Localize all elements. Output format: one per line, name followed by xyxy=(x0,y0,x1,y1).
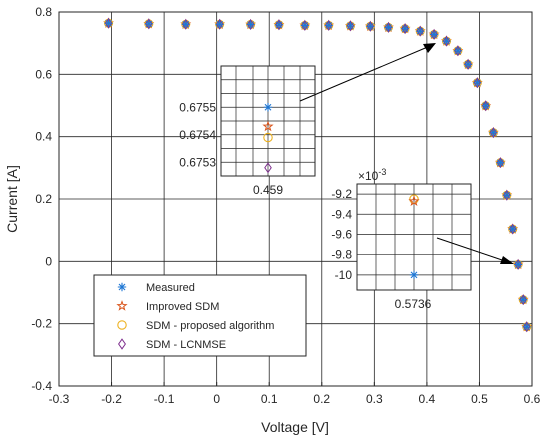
point-asterisk xyxy=(496,158,505,167)
x-tick-label: -0.3 xyxy=(49,392,70,406)
point-asterisk xyxy=(430,30,439,39)
inset-1-markers xyxy=(262,103,274,174)
inset-1-grid xyxy=(221,66,315,176)
point-asterisk xyxy=(502,191,511,200)
y-tick-labels: -0.4 -0.2 0 0.2 0.4 0.6 0.8 xyxy=(31,5,52,393)
inset-2-tick-labels: -9.2 -9.4 -9.6 -9.8 -10 xyxy=(331,187,352,282)
point-asterisk xyxy=(324,21,333,30)
x-tick-label: 0.5 xyxy=(471,392,488,406)
point-asterisk xyxy=(246,20,255,29)
legend-box xyxy=(93,274,307,357)
inset-2-y-tick: -10 xyxy=(335,268,353,282)
y-tick-label: -0.4 xyxy=(31,379,52,393)
annotation-arrow-2 xyxy=(436,237,514,264)
x-tick-label: 0.2 xyxy=(313,392,330,406)
arrow-1-line xyxy=(299,45,431,102)
legend-items: Measured Improved SDM SDM - proposed algor… xyxy=(116,282,274,351)
x-tick-label: 0.3 xyxy=(366,392,383,406)
point-asterisk xyxy=(181,20,190,29)
point-asterisk xyxy=(215,20,224,29)
arrow-2-line xyxy=(436,237,509,263)
inset-1-x-label: 0.459 xyxy=(253,183,283,197)
arrow-2-head xyxy=(500,256,514,264)
arrow-1-head xyxy=(423,43,436,53)
inset-2-x-label: 0.5736 xyxy=(395,297,432,311)
inset-2-exponent: ×10-3 xyxy=(358,167,386,183)
point-asterisk xyxy=(144,19,153,28)
legend-marker-asterisk xyxy=(117,282,127,292)
point-asterisk xyxy=(481,101,490,110)
annotation-arrow-1 xyxy=(299,43,436,102)
y-tick-label: 0.8 xyxy=(35,5,52,19)
y-tick-label: -0.2 xyxy=(31,317,52,331)
legend-label: SDM - proposed algorithm xyxy=(146,320,274,332)
plot-area-border xyxy=(58,11,533,387)
legend-label: Measured xyxy=(146,282,195,294)
inset-2-measured xyxy=(409,270,419,280)
zoom-inset-2: -9.2 -9.4 -9.6 -9.8 -10 ×10-3 0.5736 xyxy=(331,167,472,311)
inset-1-proposed xyxy=(263,132,273,143)
point-asterisk xyxy=(366,22,375,31)
data-points xyxy=(103,17,533,333)
point-asterisk xyxy=(384,23,393,32)
point-asterisk xyxy=(442,37,451,46)
point-asterisk xyxy=(508,225,517,234)
y-tick-label: 0.6 xyxy=(35,67,52,81)
x-tick-label: -0.1 xyxy=(154,392,175,406)
point-asterisk xyxy=(453,46,462,55)
point-asterisk xyxy=(300,21,309,30)
point-asterisk xyxy=(473,78,482,87)
y-tick-label: 0.2 xyxy=(35,192,52,206)
point-asterisk xyxy=(522,322,531,331)
x-tick-labels: -0.3 -0.2 -0.1 0 0.1 0.2 0.3 0.4 0.5 0.6 xyxy=(49,392,541,406)
point-asterisk xyxy=(401,24,410,33)
x-tick-label: -0.2 xyxy=(101,392,122,406)
legend-label: Improved SDM xyxy=(146,301,219,313)
legend-marker-star xyxy=(116,300,128,311)
inset-1-y-tick: 0.6753 xyxy=(179,155,216,169)
legend-marker-diamond xyxy=(118,338,126,350)
x-tick-label: 0.4 xyxy=(419,392,436,406)
y-tick-label: 0 xyxy=(45,254,52,268)
inset-2-improved-sdm xyxy=(408,195,420,206)
point-asterisk xyxy=(464,60,473,69)
zoom-inset-1: 0.6755 0.6754 0.6753 0.459 xyxy=(179,65,316,197)
point-asterisk xyxy=(519,295,528,304)
legend: Measured Improved SDM SDM - proposed algor… xyxy=(93,274,307,357)
inset-2-y-tick: -9.4 xyxy=(331,207,352,221)
inset-2-y-tick: -9.8 xyxy=(331,248,352,262)
inset-2-y-tick: -9.6 xyxy=(331,227,352,241)
x-axis-label: Voltage [V] xyxy=(261,419,329,435)
inset-1-improved-sdm xyxy=(262,120,274,132)
point-asterisk xyxy=(104,19,113,28)
legend-label: SDM - LCNMSE xyxy=(146,339,226,351)
point-asterisk xyxy=(514,260,523,269)
x-tick-label: 0 xyxy=(213,392,220,406)
inset-2-y-tick: -9.2 xyxy=(331,187,352,201)
x-tick-label: 0.6 xyxy=(524,392,541,406)
y-tick-label: 0.4 xyxy=(35,130,52,144)
inset-1-measured xyxy=(263,103,273,112)
inset-1-tick-labels: 0.6755 0.6754 0.6753 xyxy=(179,100,216,169)
inset-1-y-tick: 0.6754 xyxy=(179,128,216,142)
inset-1-lcnmse xyxy=(264,162,272,174)
point-asterisk xyxy=(274,20,283,29)
inset-1-y-tick: 0.6755 xyxy=(179,100,216,114)
point-asterisk xyxy=(489,128,498,137)
y-axis-label: Current [A] xyxy=(4,165,20,233)
x-tick-label: 0.1 xyxy=(261,392,278,406)
point-asterisk xyxy=(416,27,425,36)
legend-marker-circle xyxy=(117,320,127,330)
point-asterisk xyxy=(346,21,355,30)
inset-2-markers xyxy=(408,194,420,280)
